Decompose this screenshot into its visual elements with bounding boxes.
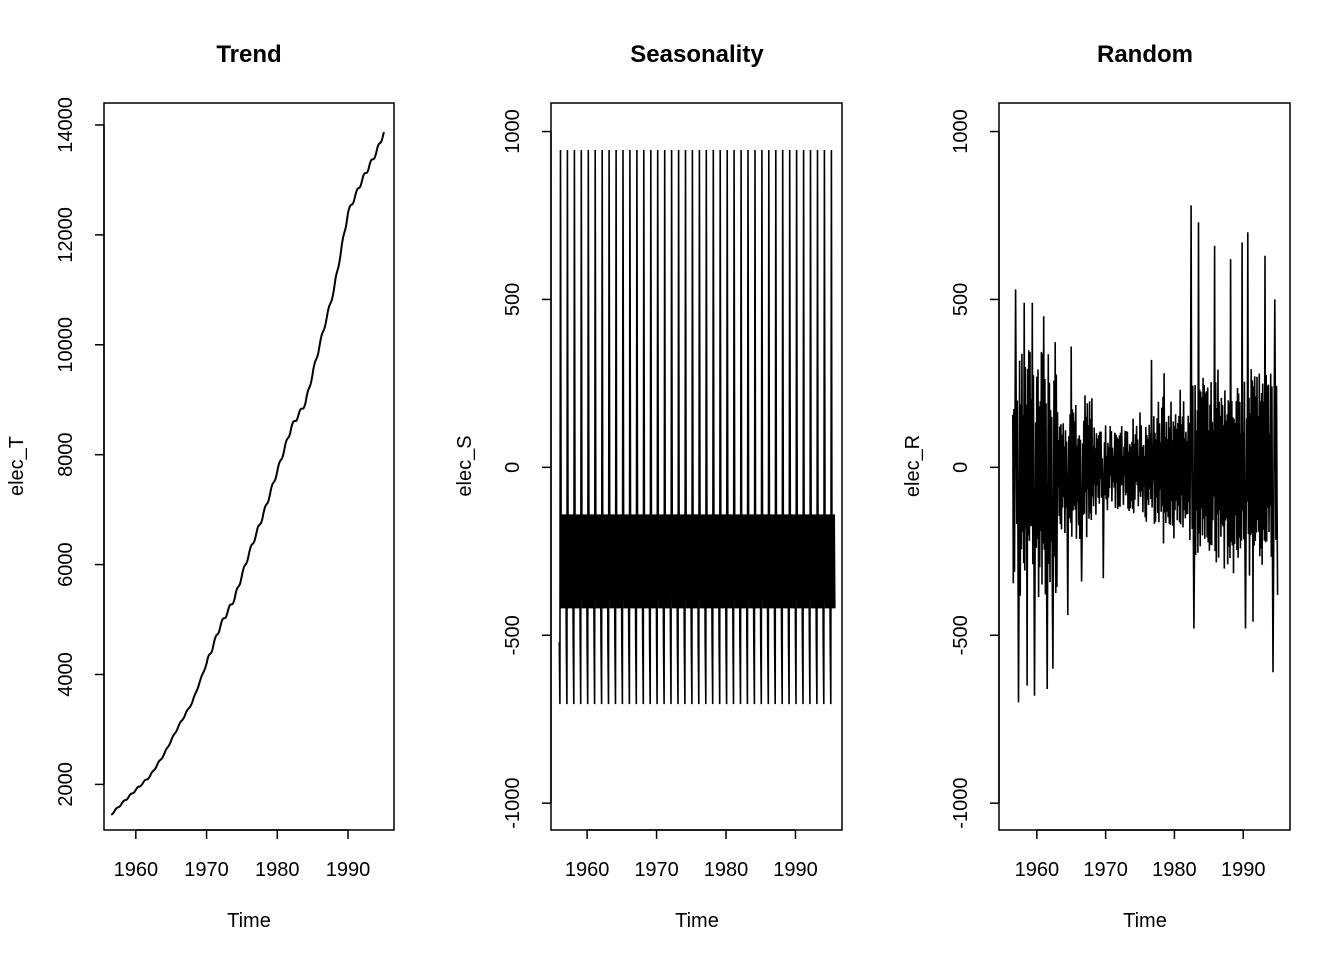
- seasonality-x-tick-label: 1970: [634, 859, 679, 881]
- random-series-line: [1012, 205, 1279, 703]
- trend-y-tick-label: 4000: [55, 652, 77, 697]
- seasonality-x-tick-label: 1990: [773, 859, 818, 881]
- seasonality-y-tick-label: 0: [502, 462, 524, 473]
- seasonality-y-axis-label: elec_S: [454, 435, 476, 496]
- random-x-tick-label: 1960: [1015, 859, 1060, 881]
- trend-panel: Trend 1960 1970 1980 1990 2000 4000 6000 8000 10…: [6, 41, 395, 932]
- trend-series-line: [110, 131, 386, 816]
- random-panel: Random 1960 1970 1980 1990 -1000 -500 0 500 1000…: [902, 41, 1291, 932]
- seasonality-y-tick-label: 500: [502, 283, 524, 316]
- random-y-tick-label: 500: [950, 283, 972, 316]
- random-y-tick-label: -1000: [950, 778, 972, 829]
- seasonality-x-tick-label: 1960: [565, 859, 610, 881]
- seasonality-x-tick-label: 1980: [704, 859, 749, 881]
- trend-x-tick-label: 1990: [326, 859, 371, 881]
- trend-x-tick-label: 1980: [255, 859, 300, 881]
- random-ticks: 1960 1970 1980 1990 -1000 -500 0 500 1000: [950, 109, 1265, 881]
- seasonality-series-line: [558, 149, 836, 705]
- random-y-axis-label: elec_R: [902, 435, 924, 497]
- trend-ticks: 1960 1970 1980 1990 2000 4000 6000 8000 10000 120…: [55, 97, 370, 881]
- seasonality-x-axis-label: Time: [675, 910, 719, 932]
- random-y-tick-label: 1000: [950, 109, 972, 154]
- seasonality-panel: Seasonality 1960 1970 1980 1990 -1000 -500 0 50…: [454, 41, 843, 932]
- random-x-axis-label: Time: [1123, 910, 1167, 932]
- trend-y-tick-label: 2000: [55, 762, 77, 807]
- seasonality-ticks: 1960 1970 1980 1990 -1000 -500 0 500 1000: [502, 109, 818, 881]
- trend-y-tick-label: 10000: [55, 317, 77, 373]
- random-title: Random: [1097, 41, 1193, 68]
- trend-x-tick-label: 1970: [184, 859, 229, 881]
- seasonality-title: Seasonality: [630, 41, 764, 68]
- random-y-tick-label: -500: [950, 615, 972, 655]
- trend-y-axis-label: elec_T: [6, 436, 28, 496]
- trend-x-tick-label: 1960: [114, 859, 159, 881]
- trend-x-axis-label: Time: [227, 910, 271, 932]
- trend-y-tick-label: 6000: [55, 542, 77, 587]
- trend-y-tick-label: 14000: [55, 97, 77, 153]
- seasonality-y-tick-label: -1000: [502, 778, 524, 829]
- trend-y-tick-label: 8000: [55, 432, 77, 477]
- random-y-tick-label: 0: [950, 462, 972, 473]
- trend-title: Trend: [216, 41, 281, 68]
- seasonality-y-tick-label: -500: [502, 615, 524, 655]
- seasonality-y-tick-label: 1000: [502, 109, 524, 154]
- trend-plot-frame: [103, 102, 395, 831]
- random-x-tick-label: 1970: [1083, 859, 1128, 881]
- trend-y-tick-label: 12000: [55, 207, 77, 263]
- random-x-tick-label: 1980: [1152, 859, 1197, 881]
- random-x-tick-label: 1990: [1221, 859, 1266, 881]
